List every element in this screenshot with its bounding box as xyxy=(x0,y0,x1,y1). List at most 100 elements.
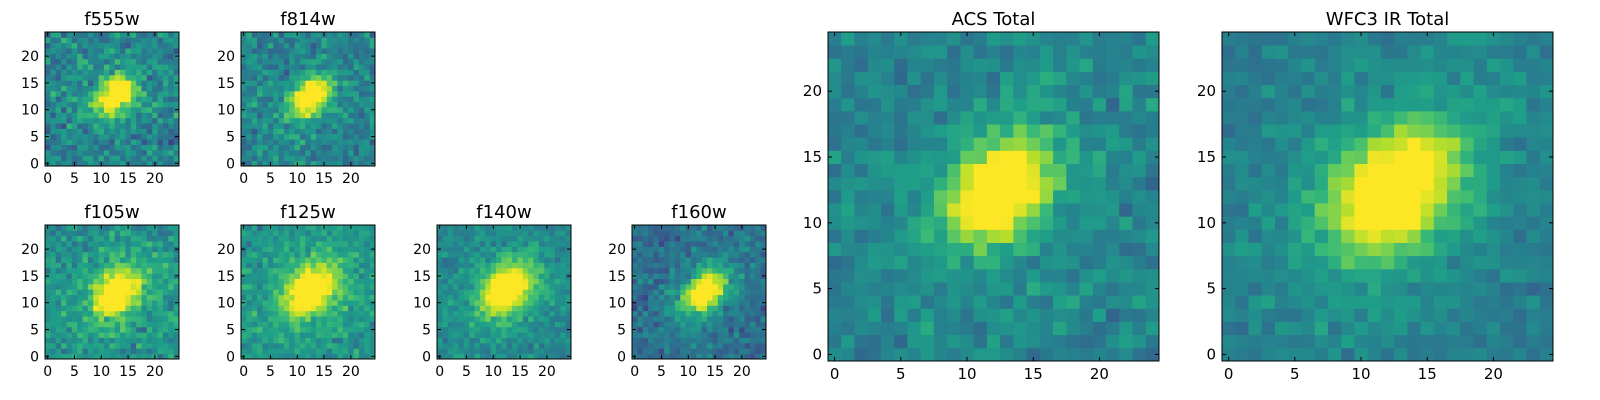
pixel-cell xyxy=(1079,32,1094,46)
pixel-cell xyxy=(485,348,491,355)
pixel-cell xyxy=(648,230,654,237)
pixel-cell xyxy=(986,242,1001,257)
pixel-cell xyxy=(173,348,180,355)
pixel-cell xyxy=(87,74,94,81)
pixel-cell xyxy=(98,337,105,344)
pixel-cell xyxy=(960,137,975,151)
pixel-cell xyxy=(50,133,57,140)
pixel-cell xyxy=(707,332,713,338)
pixel-cell xyxy=(146,155,153,162)
pixel-cell xyxy=(246,326,253,333)
pixel-cell xyxy=(77,278,83,285)
pixel-cell xyxy=(728,321,735,328)
pixel-cell xyxy=(1106,124,1120,138)
pixel-cell xyxy=(136,107,142,113)
pixel-cell xyxy=(87,53,94,60)
pixel-cell xyxy=(1526,268,1541,283)
pixel-cell xyxy=(326,305,333,312)
pixel-cell xyxy=(45,257,51,263)
pixel-cell xyxy=(55,235,62,242)
pixel-cell xyxy=(565,235,572,242)
pixel-cell xyxy=(544,257,550,263)
pixel-cell xyxy=(1261,268,1276,283)
pixel-cell xyxy=(1288,268,1302,283)
pixel-cell xyxy=(828,268,842,283)
pixel-cell xyxy=(664,225,670,231)
pixel-cell xyxy=(257,117,263,124)
pixel-cell xyxy=(246,289,253,296)
pixel-cell xyxy=(98,133,105,140)
pixel-cell xyxy=(257,257,263,263)
pixel-cell xyxy=(157,332,164,338)
pixel-cell xyxy=(257,353,263,360)
pixel-cell xyxy=(690,267,697,274)
pixel-cell xyxy=(458,305,465,312)
pixel-cell xyxy=(310,37,317,44)
pixel-cell xyxy=(973,32,988,46)
pixel-cell xyxy=(690,353,697,360)
pixel-cell xyxy=(358,289,365,296)
pixel-cell xyxy=(1288,242,1302,257)
pixel-cell xyxy=(114,117,121,124)
panel-title: f125w xyxy=(280,202,335,223)
pixel-cell xyxy=(469,294,475,301)
pixel-cell xyxy=(653,321,660,328)
pixel-cell xyxy=(326,149,333,156)
pixel-cell xyxy=(348,139,354,145)
pixel-cell xyxy=(326,332,333,338)
pixel-cell xyxy=(690,283,697,290)
pixel-cell xyxy=(485,337,491,344)
pixel-cell xyxy=(310,112,317,119)
pixel-cell xyxy=(549,235,556,242)
pixel-cell xyxy=(114,300,121,306)
pixel-cell xyxy=(82,300,89,306)
pixel-cell xyxy=(960,282,975,296)
pixel-cell xyxy=(1526,255,1541,270)
pixel-cell xyxy=(120,155,126,162)
pixel-cell xyxy=(549,321,556,328)
pixel-cell xyxy=(342,133,349,140)
pixel-cell xyxy=(316,289,322,296)
pixel-cell xyxy=(141,48,148,54)
pixel-cell xyxy=(82,348,89,355)
pixel-cell xyxy=(1460,189,1474,204)
pixel-cell xyxy=(257,262,263,269)
pixel-cell xyxy=(501,342,508,349)
pixel-cell xyxy=(1000,97,1014,112)
pixel-cell xyxy=(66,225,73,231)
pixel-cell xyxy=(1235,347,1249,362)
pixel-cell xyxy=(283,230,290,237)
pixel-cell xyxy=(342,262,349,269)
pixel-cell xyxy=(947,229,961,243)
pixel-cell xyxy=(305,48,312,54)
pixel-cell xyxy=(1354,189,1369,204)
pixel-cell xyxy=(157,337,164,344)
pixel-cell xyxy=(1380,268,1395,283)
y-tick-label: 20 xyxy=(21,49,39,65)
pixel-cell xyxy=(1079,110,1094,125)
pixel-cell xyxy=(1079,334,1094,349)
pixel-cell xyxy=(554,235,561,242)
pixel-cell xyxy=(560,235,567,242)
pixel-cell xyxy=(157,262,164,269)
pixel-cell xyxy=(828,242,842,257)
pixel-cell xyxy=(310,48,317,54)
pixel-cell xyxy=(299,294,306,301)
pixel-cell xyxy=(45,101,51,108)
pixel-cell xyxy=(894,282,908,296)
pixel-cell xyxy=(109,123,116,129)
pixel-cell xyxy=(299,225,306,231)
pixel-cell xyxy=(146,310,153,317)
pixel-cell xyxy=(326,133,333,140)
pixel-cell xyxy=(326,117,333,124)
pixel-cell xyxy=(479,267,486,274)
pixel-cell xyxy=(136,48,142,54)
pixel-cell xyxy=(690,225,697,231)
pixel-cell xyxy=(538,251,545,258)
pixel-cell xyxy=(1327,203,1342,217)
pixel-cell xyxy=(841,189,855,204)
pixel-cell xyxy=(501,235,508,242)
pixel-cell xyxy=(262,326,269,333)
pixel-cell xyxy=(1407,163,1421,178)
